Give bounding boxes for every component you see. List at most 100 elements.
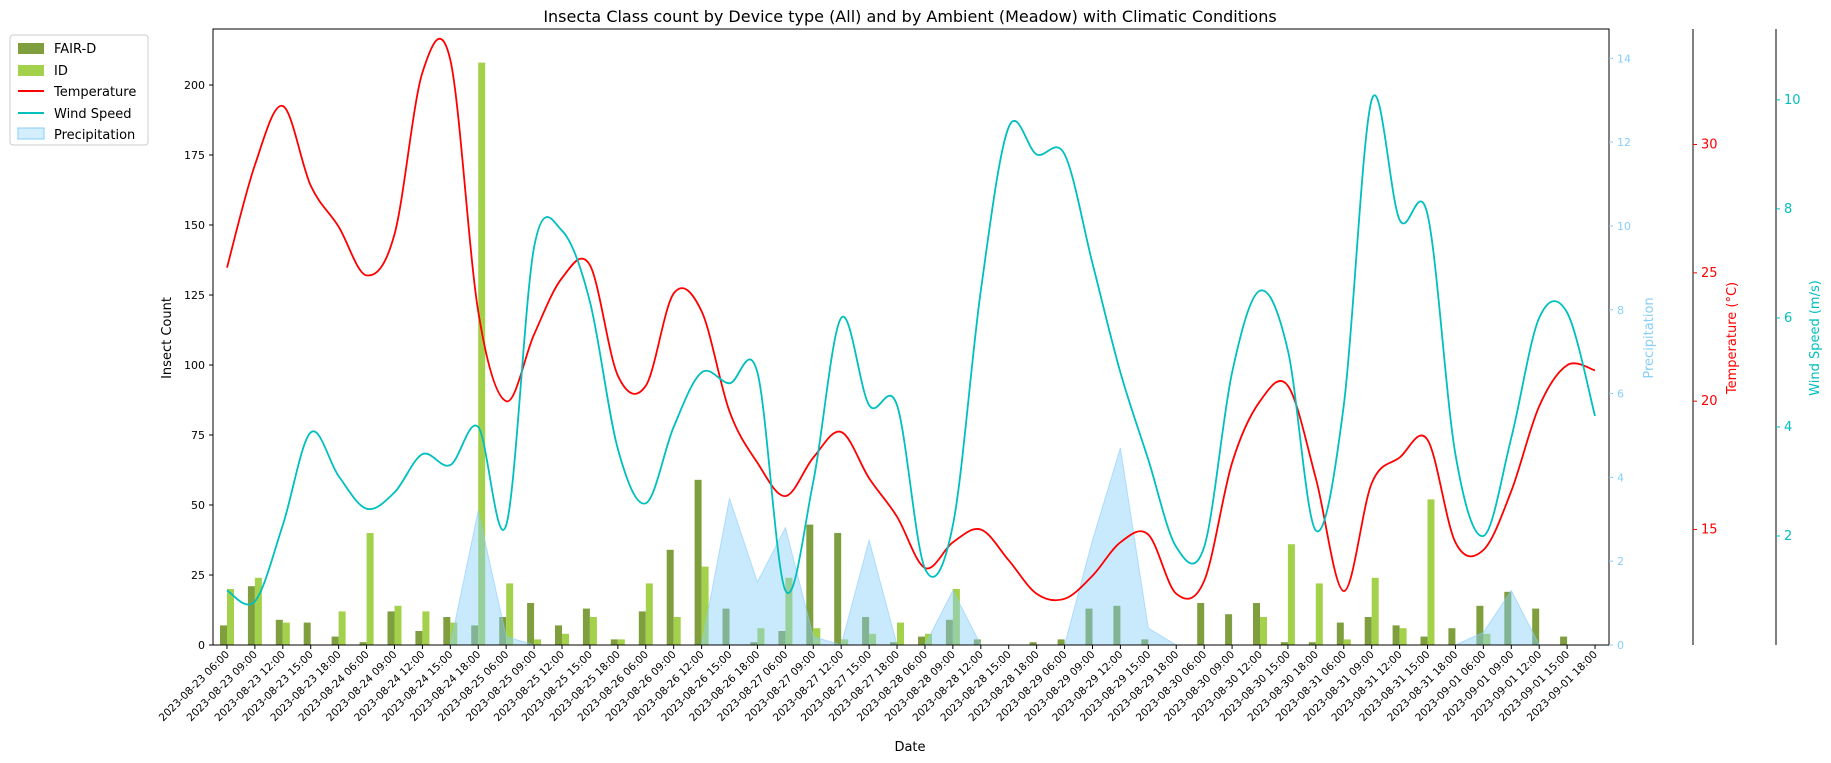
- bar-fair-d: [443, 617, 451, 645]
- bar-fair-d: [1504, 591, 1512, 645]
- bar-id: [869, 633, 877, 645]
- bar-id: [282, 622, 290, 645]
- temperature-tick-label: 20: [1701, 394, 1718, 409]
- y-tick-label: 50: [191, 499, 205, 512]
- bar-fair-d: [862, 617, 870, 645]
- bar-fair-d: [331, 636, 339, 645]
- bar-fair-d: [610, 639, 618, 645]
- bar-fair-d: [527, 603, 535, 645]
- bar-fair-d: [1532, 608, 1540, 645]
- bar-id: [394, 605, 402, 645]
- bar-id: [617, 639, 625, 645]
- bar-fair-d: [1197, 603, 1205, 645]
- bar-id: [673, 617, 681, 645]
- lines-layer: [226, 37, 1596, 606]
- bar-id: [506, 583, 514, 645]
- bar-fair-d: [973, 639, 981, 645]
- bar-fair-d: [1364, 617, 1372, 645]
- y-axis-title-precipitation: Precipitation: [1642, 297, 1657, 378]
- bar-fair-d: [415, 631, 423, 645]
- bar-fair-d: [694, 479, 702, 645]
- bar-fair-d: [387, 611, 395, 645]
- y-axis-title-left: Insect Count: [160, 297, 175, 379]
- bar-id: [925, 633, 932, 645]
- bar-fair-d: [499, 617, 507, 645]
- bar-fair-d: [247, 586, 255, 645]
- bar-id: [785, 577, 793, 645]
- bar-id: [1343, 639, 1351, 645]
- bar-id: [1371, 577, 1379, 645]
- wind-tick-label: 8: [1784, 202, 1792, 217]
- y-tick-label: 0: [198, 639, 205, 652]
- bar-fair-d: [1057, 639, 1065, 645]
- bar-fair-d: [1253, 603, 1260, 645]
- temperature-tick-label: 25: [1701, 266, 1718, 281]
- precip-tick-label: 2: [1617, 555, 1624, 568]
- precip-tick-label: 6: [1617, 388, 1624, 401]
- wind-tick-label: 6: [1784, 311, 1792, 326]
- legend-swatch-fair-d: [18, 43, 44, 54]
- y-tick-label: 200: [184, 79, 205, 92]
- bar-id: [227, 589, 234, 645]
- legend-frame: [9, 34, 149, 146]
- precip-tick-label: 0: [1617, 639, 1624, 652]
- bar-fair-d: [1085, 608, 1093, 645]
- bar-id: [338, 611, 346, 645]
- plot-frame: [212, 28, 1610, 646]
- chart-title: Insecta Class count by Device type (All)…: [543, 7, 1276, 26]
- bar-fair-d: [1476, 605, 1484, 645]
- bar-fair-d: [1448, 628, 1456, 645]
- bar-id: [757, 628, 765, 645]
- y-axis-title-wind: Wind Speed (m/s): [1808, 280, 1823, 396]
- bar-id: [645, 583, 653, 645]
- bar-fair-d: [945, 619, 953, 645]
- y-tick-label: 150: [184, 219, 205, 232]
- bar-fair-d: [555, 625, 562, 645]
- bar-fair-d: [1560, 636, 1568, 645]
- bar-id: [1483, 633, 1491, 645]
- bar-id: [897, 622, 904, 645]
- bar-fair-d: [275, 619, 283, 645]
- y-tick-label: 100: [184, 359, 205, 372]
- y-tick-label: 75: [191, 429, 205, 442]
- legend-label-temperature: Temperature: [53, 85, 136, 100]
- bar-fair-d: [722, 608, 730, 645]
- bar-id: [1315, 583, 1323, 645]
- bar-fair-d: [471, 625, 479, 645]
- bar-id: [589, 617, 597, 645]
- bar-fair-d: [1141, 639, 1149, 645]
- bar-fair-d: [1280, 642, 1288, 645]
- bar-fair-d: [638, 611, 646, 645]
- precip-tick-label: 12: [1617, 136, 1631, 149]
- legend-label-wind: Wind Speed: [54, 107, 132, 122]
- precip-tick-label: 10: [1617, 220, 1631, 233]
- legend: FAIR-D ID Temperature Wind Speed Precipi…: [9, 34, 149, 146]
- bar-fair-d: [220, 625, 227, 645]
- bar-id: [1427, 499, 1435, 645]
- wind-tick-label: 10: [1784, 93, 1801, 108]
- temperature-tick-label: 15: [1701, 523, 1718, 538]
- y-tick-label: 25: [191, 569, 205, 582]
- legend-label-fair-d: FAIR-D: [54, 42, 96, 57]
- bar-id: [450, 622, 458, 645]
- bar-fair-d: [918, 636, 925, 645]
- precip-tick-label: 4: [1617, 471, 1624, 484]
- bar-id: [701, 566, 709, 645]
- bar-id: [952, 589, 960, 645]
- bar-fair-d: [359, 642, 367, 645]
- axes-layer: 0 25 50 75 100 125 150 175 200 0 2 4 6 8 10 12 14 15 20 25 3…: [157, 28, 1801, 724]
- bar-fair-d: [1225, 614, 1233, 645]
- bar-id: [1399, 628, 1407, 645]
- bar-fair-d: [806, 524, 814, 645]
- y-tick-label: 175: [184, 149, 205, 162]
- x-axis-title: Date: [894, 740, 925, 755]
- bar-fair-d: [890, 642, 897, 645]
- y-axis-title-temperature: Temperature (°C): [1725, 282, 1740, 395]
- temperature-tick-label: 30: [1701, 138, 1718, 153]
- bar-fair-d: [778, 631, 786, 645]
- legend-swatch-precipitation: [17, 127, 45, 140]
- bar-fair-d: [1336, 622, 1344, 645]
- bar-id: [478, 62, 486, 646]
- bar-fair-d: [303, 622, 311, 645]
